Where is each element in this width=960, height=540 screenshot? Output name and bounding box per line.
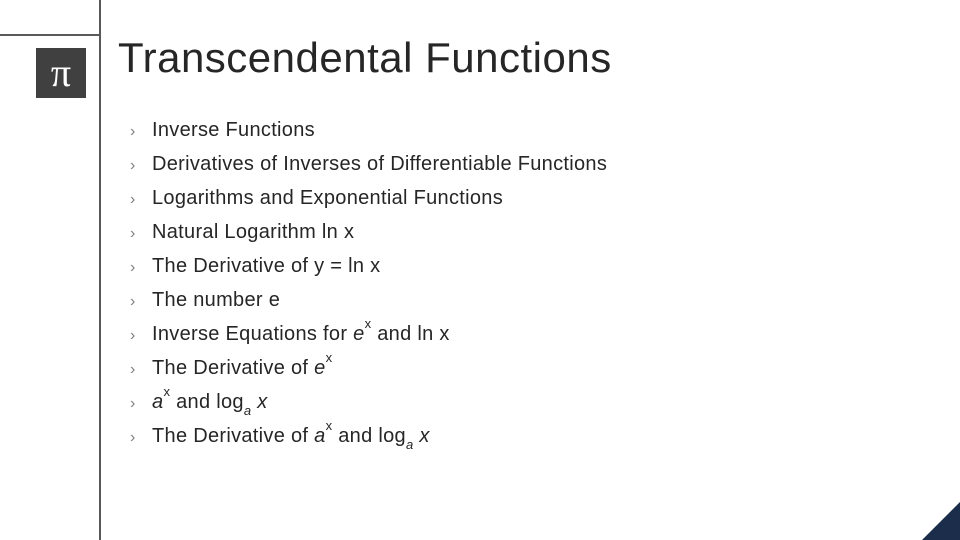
corner-line-v xyxy=(929,502,931,540)
bullet-marker: › xyxy=(130,184,152,216)
slide-title: Transcendental Functions xyxy=(118,34,612,82)
bullet-text: Natural Logarithm ln x xyxy=(152,216,354,248)
bullet-text: The number e xyxy=(152,284,280,316)
list-item: ›The Derivative of y = ln x xyxy=(130,250,930,284)
bullet-marker: › xyxy=(130,116,152,148)
list-item: ›The Derivative of ax and loga x xyxy=(130,420,930,454)
slide: π Transcendental Functions ›Inverse Func… xyxy=(0,0,960,540)
bullet-text: Derivatives of Inverses of Differentiabl… xyxy=(152,148,607,180)
corner-decoration xyxy=(922,502,960,540)
list-item: ›Logarithms and Exponential Functions xyxy=(130,182,930,216)
bullet-marker: › xyxy=(130,150,152,182)
bullet-marker: › xyxy=(130,388,152,420)
corner-line-h xyxy=(922,509,960,511)
bullet-text: Inverse Functions xyxy=(152,114,315,146)
list-item: ›The Derivative of ex xyxy=(130,352,930,386)
bullet-text: The Derivative of y = ln x xyxy=(152,250,380,282)
list-item: ›The number e xyxy=(130,284,930,318)
bullet-marker: › xyxy=(130,252,152,284)
bullet-marker: › xyxy=(130,218,152,250)
top-rule xyxy=(0,34,100,36)
list-item: ›Natural Logarithm ln x xyxy=(130,216,930,250)
bullet-text: Logarithms and Exponential Functions xyxy=(152,182,503,214)
pi-icon: π xyxy=(36,48,86,98)
left-rule xyxy=(99,0,101,540)
list-item: ›Inverse Functions xyxy=(130,114,930,148)
list-item: ›ax and loga x xyxy=(130,386,930,420)
bullet-marker: › xyxy=(130,422,152,454)
list-item: ›Inverse Equations for ex and ln x xyxy=(130,318,930,352)
bullet-marker: › xyxy=(130,320,152,352)
bullet-marker: › xyxy=(130,354,152,386)
bullet-text: The Derivative of ex xyxy=(152,352,332,384)
list-item: ›Derivatives of Inverses of Differentiab… xyxy=(130,148,930,182)
bullet-marker: › xyxy=(130,286,152,318)
bullet-text: Inverse Equations for ex and ln x xyxy=(152,318,450,350)
bullet-text: ax and loga x xyxy=(152,386,268,418)
bullet-list: ›Inverse Functions›Derivatives of Invers… xyxy=(130,114,930,454)
bullet-text: The Derivative of ax and loga x xyxy=(152,420,430,452)
